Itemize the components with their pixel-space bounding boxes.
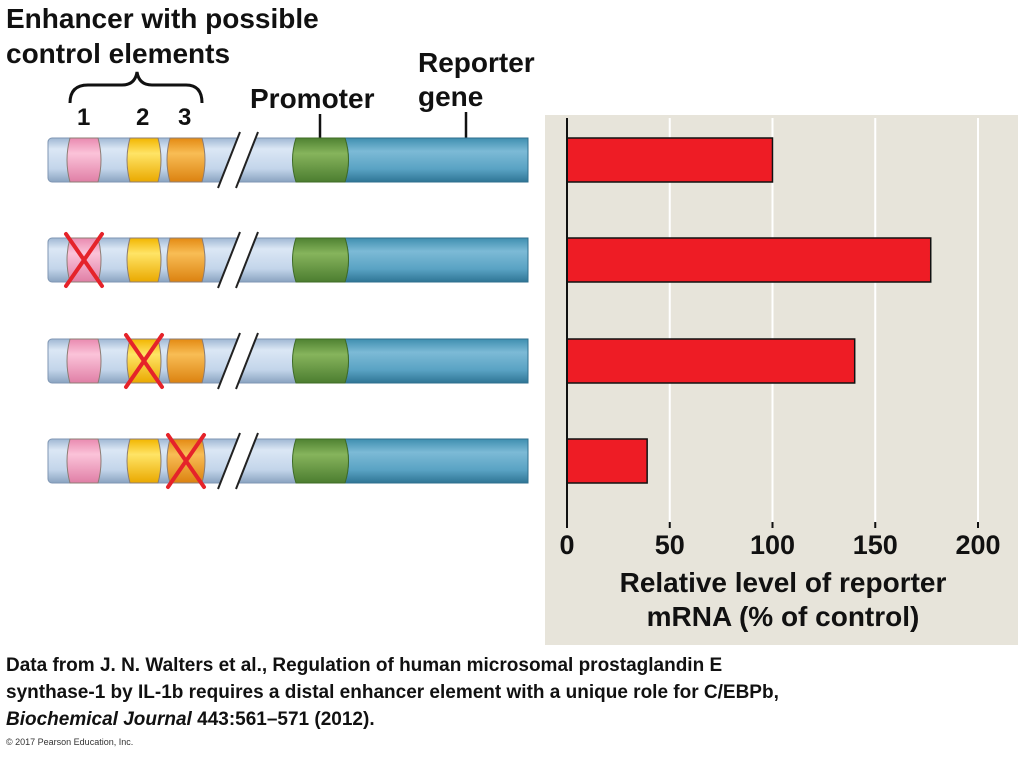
- enhancer-title-line2: control elements: [6, 38, 231, 69]
- tick-label-50: 50: [655, 530, 685, 560]
- control-element-2: [126, 137, 162, 183]
- promoter-segment: [292, 137, 349, 183]
- tick-label-150: 150: [853, 530, 898, 560]
- control-element-1: [66, 338, 102, 384]
- reporter-gene-segment: [344, 438, 529, 484]
- control-element-3: [166, 137, 206, 183]
- element-3-label: 3: [178, 104, 192, 131]
- dna-break: [218, 232, 258, 288]
- promoter-label: Promoter: [250, 83, 375, 114]
- enhancer-title-line1: Enhancer with possible: [6, 3, 319, 34]
- control-element-3: [166, 338, 206, 384]
- reporter-gene-segment: [344, 338, 529, 384]
- break-slash-right: [235, 131, 259, 189]
- control-element-2: [126, 237, 162, 283]
- break-slash-left: [217, 332, 241, 390]
- reporter-gene-segment: [344, 237, 529, 283]
- break-slash-left: [217, 131, 241, 189]
- dna-construct-3: [47, 332, 529, 390]
- bar-4: [566, 438, 648, 484]
- chart-x-ticks: 0 50 100 150 200: [559, 522, 1001, 560]
- break-slash-left: [217, 231, 241, 289]
- deletion-x-stroke-b: [166, 433, 206, 489]
- citation: 443:561–571 (2012).: [191, 709, 375, 730]
- control-element-2: [126, 438, 162, 484]
- reporter-label-line2: gene: [418, 81, 484, 112]
- control-element-1: [66, 438, 102, 484]
- x-axis-label-line1: Relative level of reporter: [619, 567, 947, 598]
- bar-2: [566, 237, 932, 283]
- chart-bars: [566, 137, 932, 484]
- control-element-1: [66, 137, 102, 183]
- dna-constructs: [47, 131, 529, 490]
- deletion-x-stroke-b: [64, 232, 104, 288]
- copyright: © 2017 Pearson Education, Inc.: [6, 737, 134, 747]
- promoter-segment: [292, 438, 349, 484]
- dna-construct-2: [47, 231, 529, 289]
- dna-break: [218, 433, 258, 489]
- tick-label-100: 100: [750, 530, 795, 560]
- journal-name: Biochemical Journal: [6, 709, 192, 730]
- break-slash-right: [235, 231, 259, 289]
- element-1-label: 1: [77, 104, 91, 131]
- source-line3: Biochemical Journal 443:561–571 (2012).: [6, 709, 375, 731]
- promoter-segment: [292, 338, 349, 384]
- bar-1: [566, 137, 774, 183]
- control-element-3: [166, 237, 206, 283]
- dna-construct-1: [47, 131, 529, 189]
- reporter-gene-segment: [344, 137, 529, 183]
- source-line1: Data from J. N. Walters et al., Regulati…: [6, 655, 723, 676]
- dna-break: [218, 132, 258, 188]
- deletion-x-stroke-b: [124, 333, 164, 389]
- bar-3: [566, 338, 856, 384]
- break-slash-right: [235, 332, 259, 390]
- break-slash-right: [235, 432, 259, 490]
- chart-gridlines: [668, 118, 979, 522]
- tick-label-0: 0: [559, 530, 574, 560]
- source-line2: synthase-1 by IL-1b requires a distal en…: [6, 682, 779, 703]
- break-slash-left: [217, 432, 241, 490]
- tick-label-200: 200: [955, 530, 1000, 560]
- element-2-label: 2: [136, 104, 150, 131]
- reporter-label-line1: Reporter: [418, 47, 535, 78]
- x-axis-label-line2: mRNA (% of control): [646, 601, 920, 632]
- dna-break: [218, 333, 258, 389]
- promoter-segment: [292, 237, 349, 283]
- enhancer-brace: [68, 71, 204, 104]
- dna-construct-4: [47, 432, 529, 490]
